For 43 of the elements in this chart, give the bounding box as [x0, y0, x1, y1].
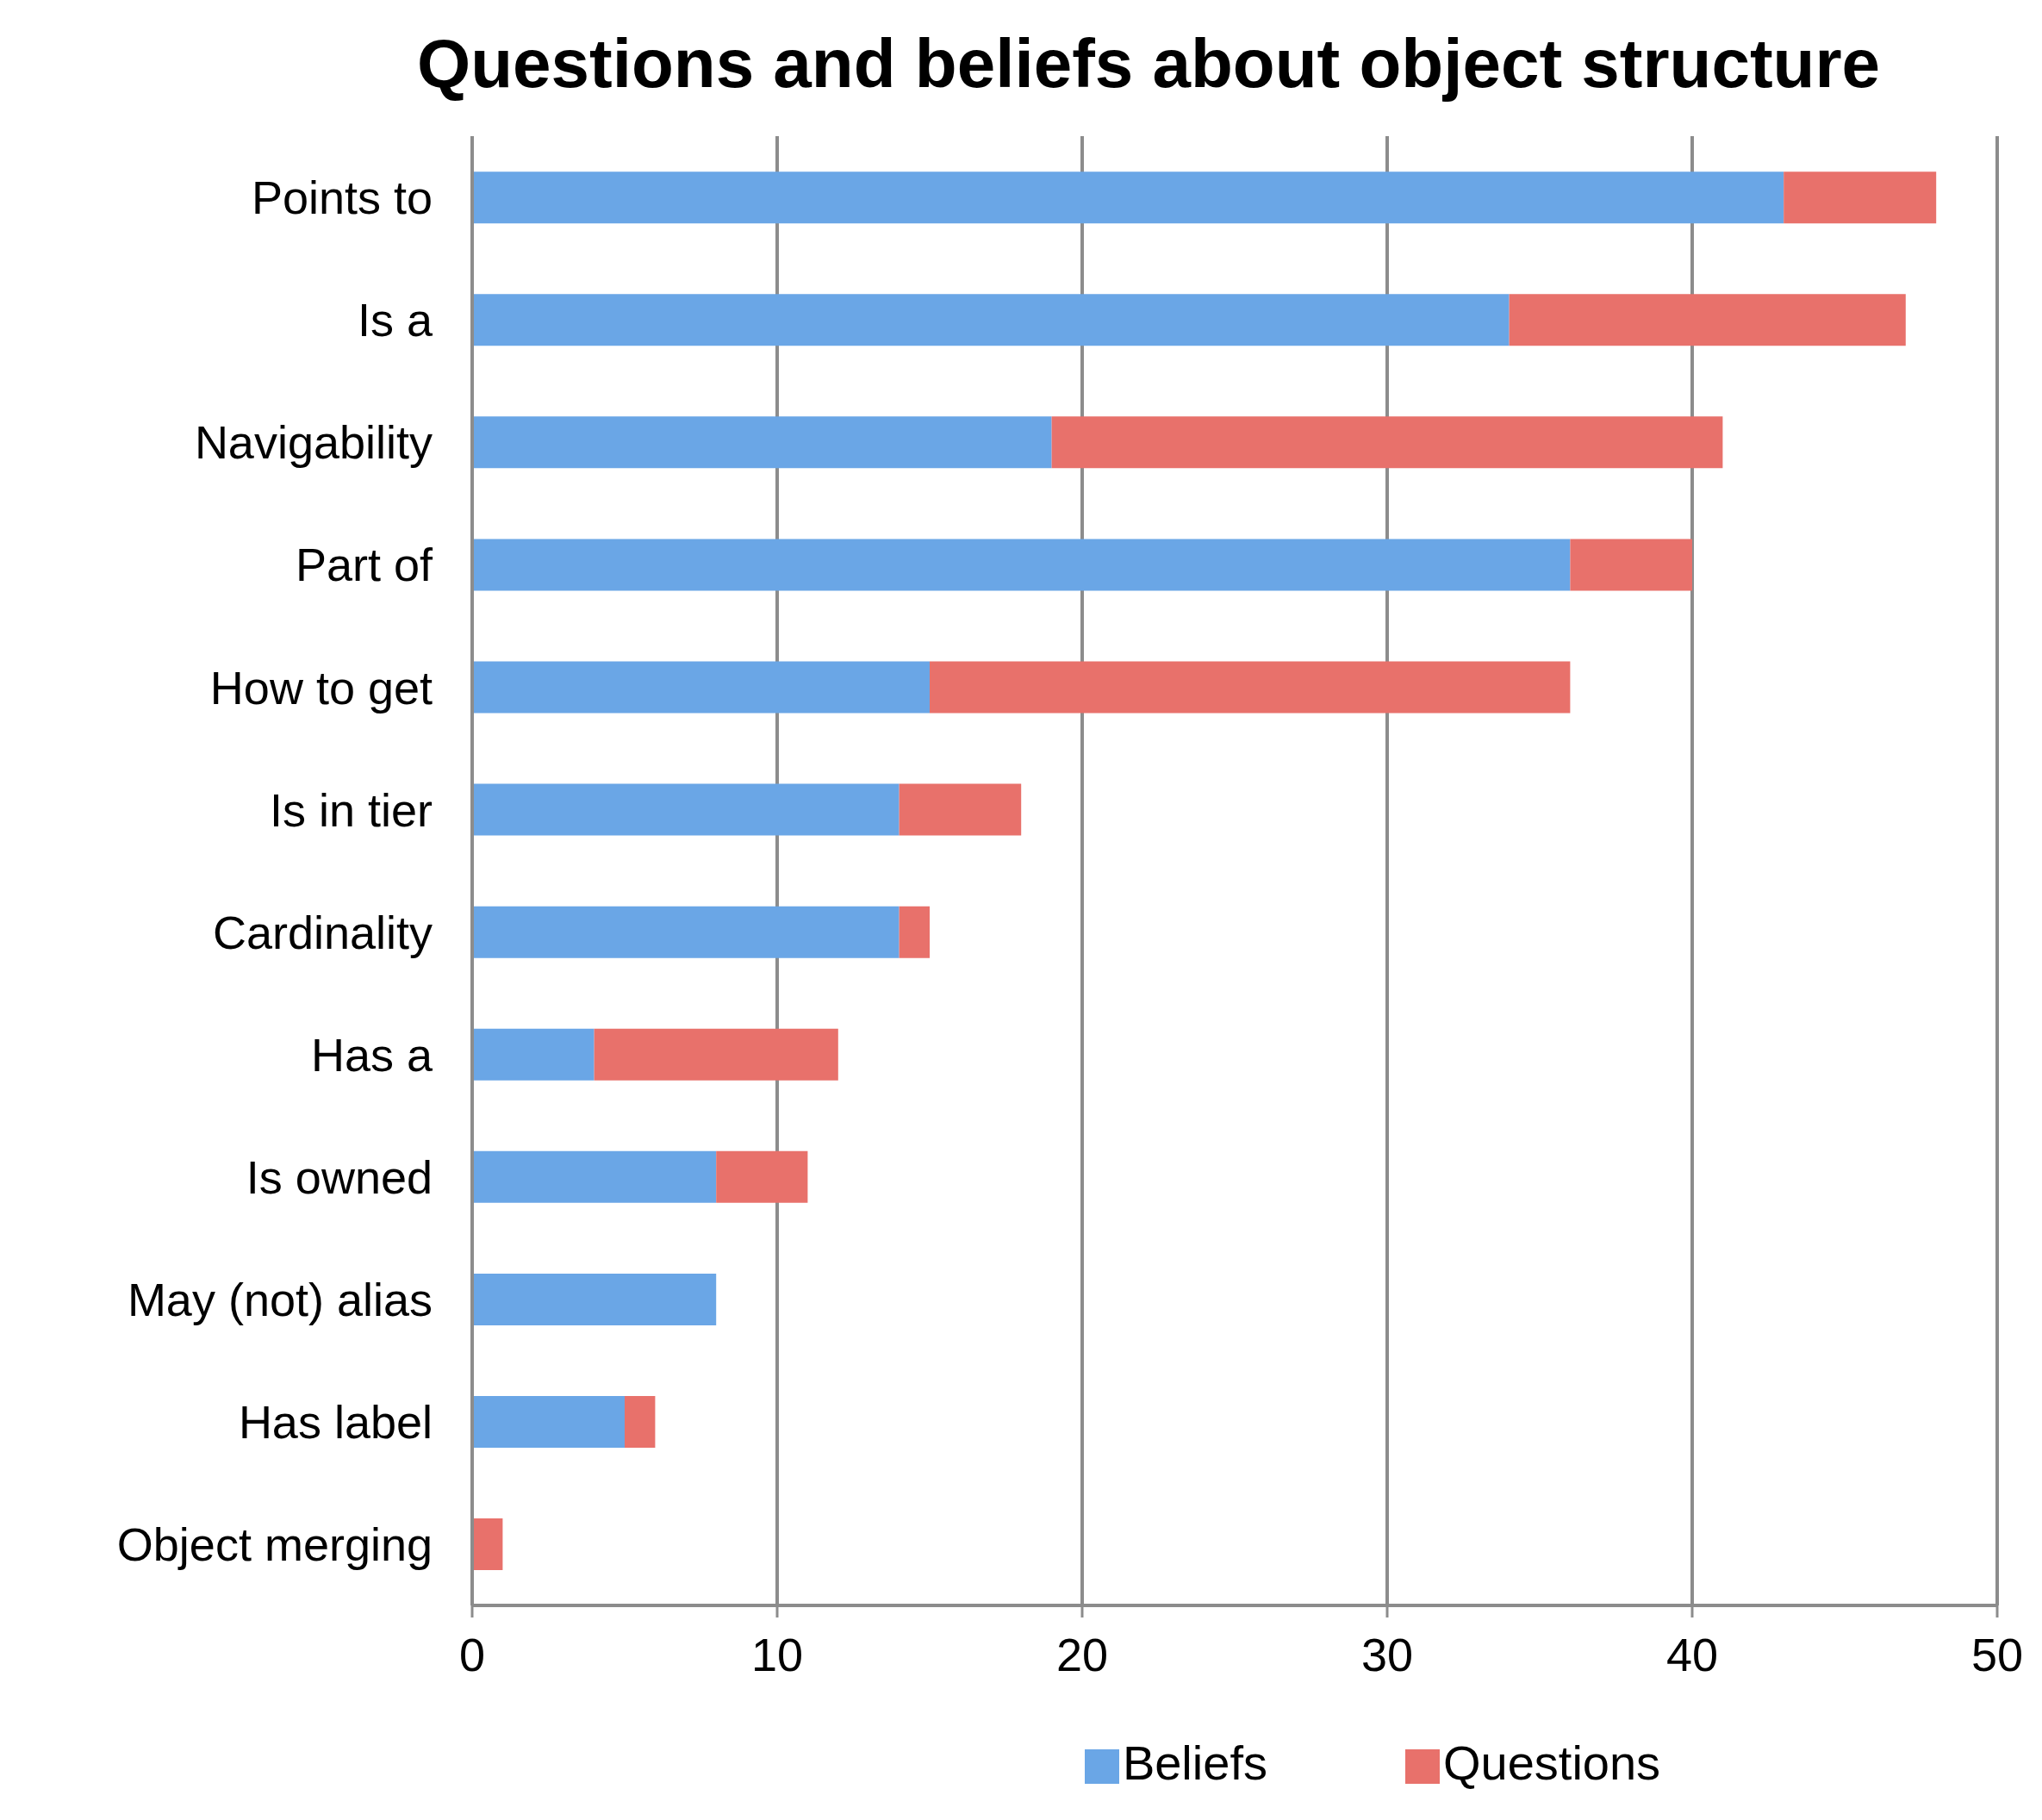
x-tick-label: 0 — [458, 1629, 486, 1681]
y-tick-label: Points to — [251, 171, 433, 224]
y-tick-label: Cardinality — [212, 906, 433, 958]
bar — [472, 1150, 717, 1203]
bar — [899, 906, 930, 958]
bar — [1051, 416, 1723, 469]
bar — [472, 1396, 625, 1449]
legend-label: Questions — [1442, 1736, 1661, 1790]
y-tick-label: Is owned — [246, 1150, 433, 1203]
bar — [472, 539, 1571, 591]
bar — [472, 1518, 503, 1571]
bar — [472, 661, 930, 714]
bar — [472, 783, 900, 836]
bar — [472, 294, 1510, 346]
y-tick-label: Is in tier — [269, 783, 433, 836]
bar — [472, 1028, 595, 1081]
y-tick-label: Is a — [357, 294, 433, 346]
y-tick-label: May (not) alias — [127, 1273, 433, 1325]
y-tick-label: Part of — [295, 539, 433, 591]
x-tick-label: 30 — [1360, 1629, 1414, 1681]
x-tick-label: 20 — [1055, 1629, 1109, 1681]
bar — [594, 1028, 838, 1081]
bar — [930, 661, 1571, 714]
bar — [1570, 539, 1692, 591]
y-tick-label: Object merging — [116, 1518, 433, 1571]
bar — [625, 1396, 656, 1449]
y-tick-label: Has label — [238, 1396, 433, 1449]
bar — [716, 1150, 808, 1203]
bar — [1784, 171, 1937, 224]
y-tick-label: Has a — [310, 1028, 433, 1081]
bar — [472, 171, 1784, 224]
x-tick-label: 40 — [1665, 1629, 1719, 1681]
y-tick-label: Navigability — [194, 416, 433, 469]
bar — [472, 1273, 717, 1325]
legend-label: Beliefs — [1122, 1736, 1267, 1790]
bar — [472, 906, 900, 958]
bar — [1509, 294, 1906, 346]
bar — [472, 416, 1052, 469]
chart-title: Questions and beliefs about object structure — [415, 24, 1881, 103]
bar — [899, 783, 1022, 836]
x-tick-label: 10 — [750, 1629, 804, 1681]
x-tick-label: 50 — [1970, 1629, 2024, 1681]
y-tick-label: How to get — [209, 661, 433, 714]
